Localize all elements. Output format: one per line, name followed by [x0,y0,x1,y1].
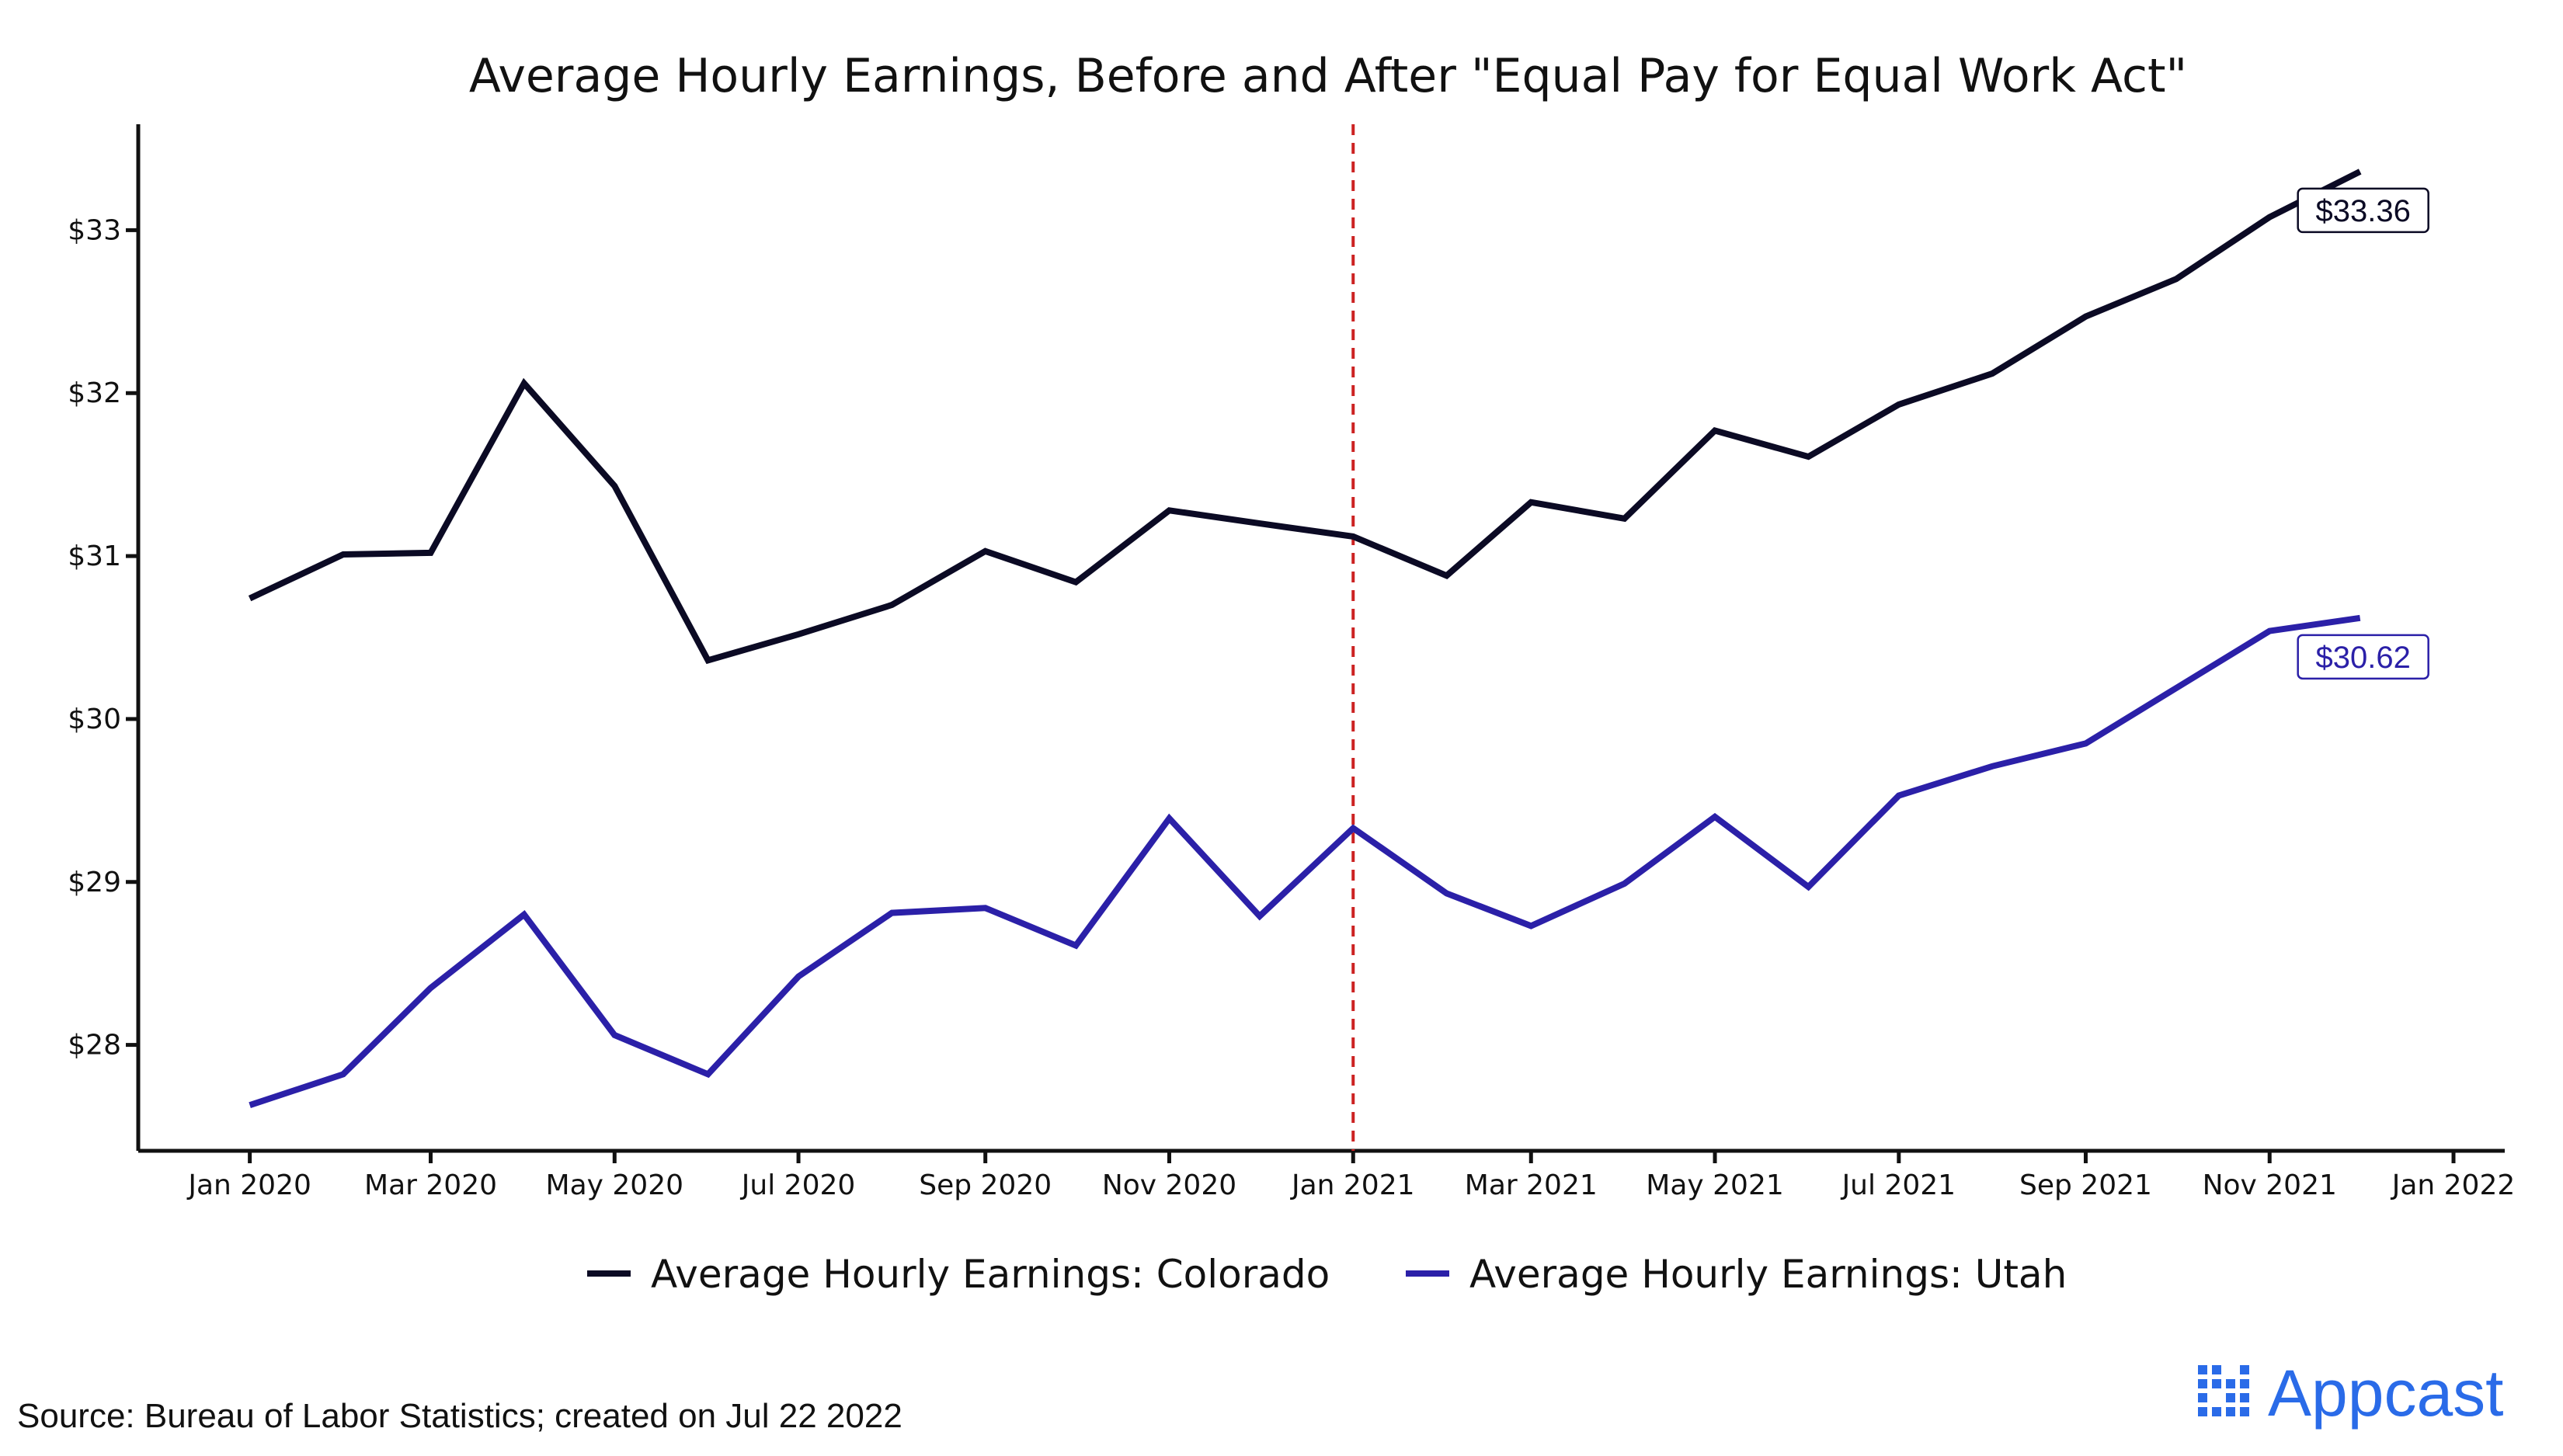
logo-square [2212,1407,2221,1416]
y-tick-label: $31 [68,540,121,572]
logo-square [2226,1393,2235,1402]
logo-square [2240,1407,2249,1416]
x-tick-label: Sep 2020 [919,1169,1052,1201]
legend-label: Average Hourly Earnings: Colorado [651,1252,1330,1297]
y-tick-label: $32 [68,377,121,409]
x-tick-label: Mar 2020 [364,1169,497,1201]
logo-square [2226,1379,2235,1388]
logo-square [2212,1365,2221,1374]
logo-square [2240,1365,2249,1374]
svg-text:$33.36: $33.36 [2316,194,2411,228]
appcast-logo-icon [2198,1365,2249,1416]
x-tick-label: May 2021 [1646,1169,1784,1201]
logo-square [2198,1393,2207,1402]
appcast-brand: Appcast [2268,1357,2504,1430]
chart-title: Average Hourly Earnings, Before and Afte… [469,49,2187,103]
x-tick-label: Jul 2021 [1841,1169,1956,1201]
x-ticks: Jan 2020 Mar 2020 May 2020 Jul 2020 Sep 2020… [186,1151,2515,1201]
x-tick-label: Nov 2020 [1102,1169,1236,1201]
logo-square [2198,1407,2207,1416]
x-tick-label: May 2020 [546,1169,684,1201]
y-tick-label: $29 [68,867,121,898]
x-tick-label: Jan 2021 [1290,1169,1415,1201]
appcast-logo: Appcast [2198,1357,2504,1430]
y-ticks: $28 $29 $30 $31 $32 $33 [68,214,138,1062]
x-tick-label: Jan 2022 [2391,1169,2516,1201]
x-tick-label: Jan 2020 [186,1169,311,1201]
source-note: Source: Bureau of Labor Statistics; crea… [17,1397,902,1435]
logo-square [2198,1365,2207,1374]
x-tick-label: Mar 2021 [1465,1169,1598,1201]
x-tick-label: Jul 2020 [740,1169,856,1201]
y-tick-label: $30 [68,704,121,735]
logo-square [2240,1379,2249,1388]
end-value-label: $30.62 [2297,634,2429,680]
y-tick-label: $33 [68,214,121,246]
end-labels: $33.36 $30.62 [2297,187,2429,680]
logo-square [2198,1379,2207,1388]
logo-square [2212,1379,2221,1388]
logo-square [2226,1407,2235,1416]
logo-square [2240,1393,2249,1402]
series-line-1 [249,614,2361,1108]
series-lines [248,169,2362,1108]
series-line-0 [248,169,2362,665]
end-value-label: $33.36 [2297,187,2429,234]
legend: Average Hourly Earnings: Colorado Average… [587,1252,2067,1297]
x-tick-label: Sep 2021 [2019,1169,2152,1201]
legend-label: Average Hourly Earnings: Utah [1469,1252,2067,1297]
y-tick-label: $28 [68,1030,121,1062]
x-tick-label: Nov 2021 [2203,1169,2337,1201]
svg-text:$30.62: $30.62 [2316,641,2411,675]
